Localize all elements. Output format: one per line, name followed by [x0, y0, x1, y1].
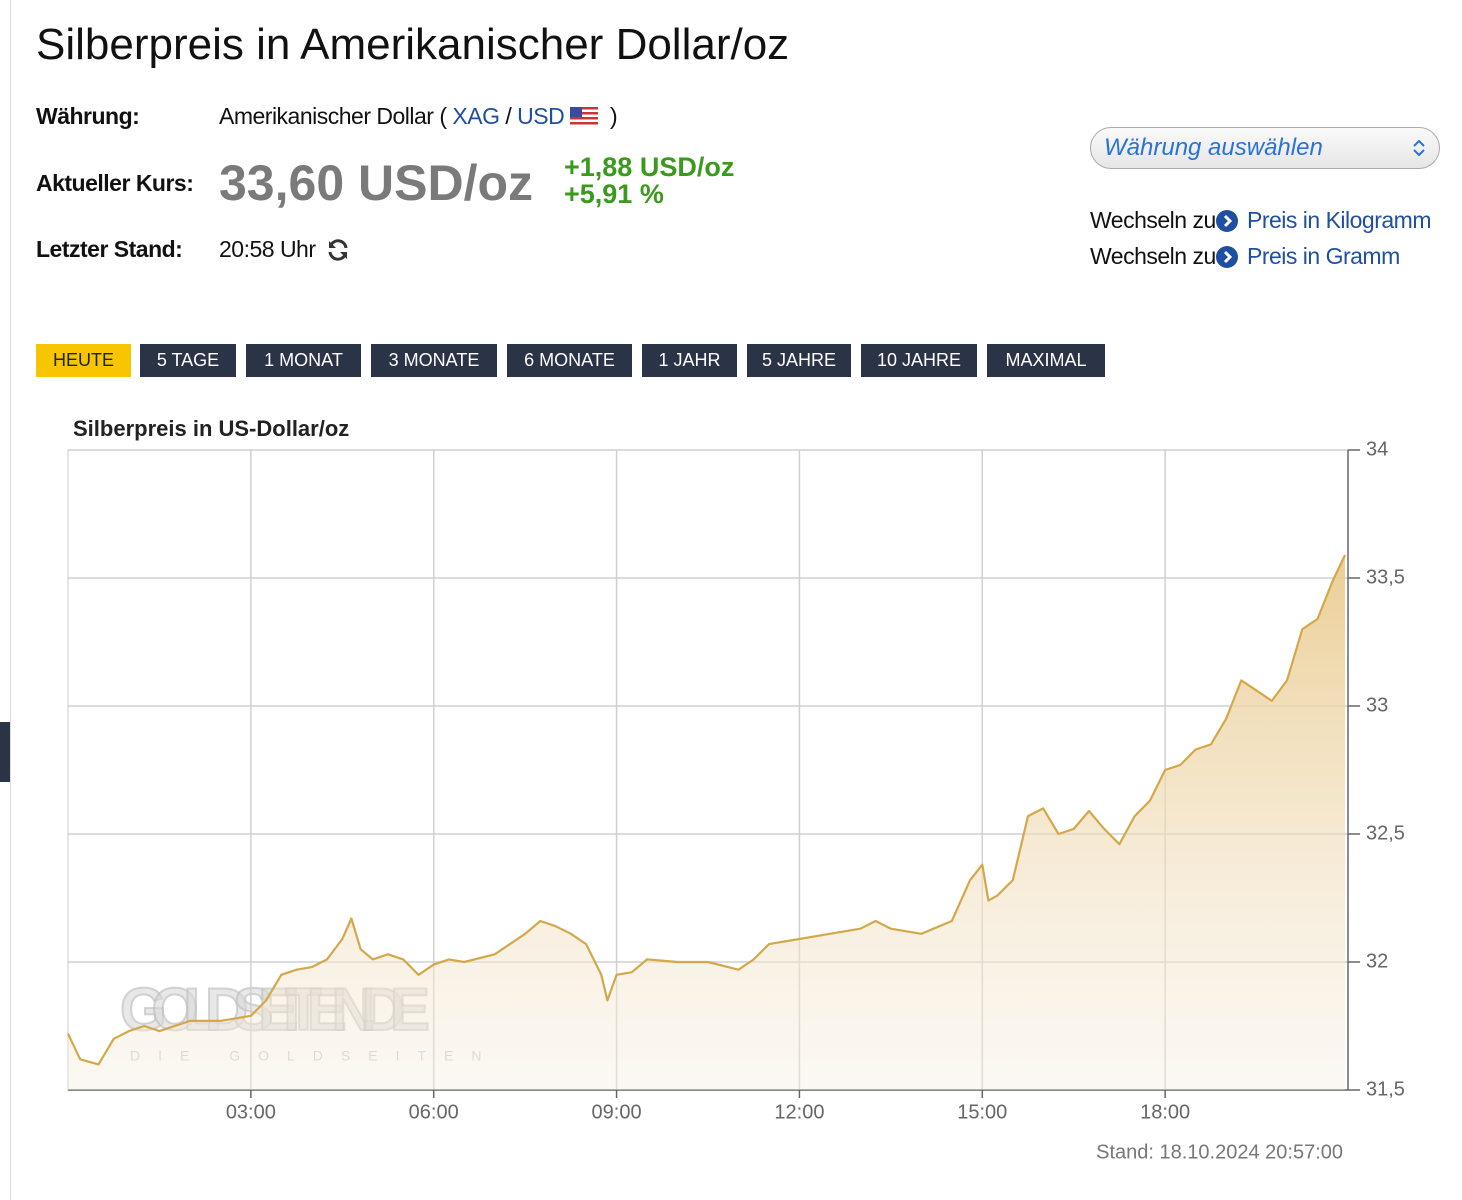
area [68, 555, 1345, 1090]
x-tick-label: 12:00 [774, 1101, 824, 1123]
currency-name: Amerikanischer Dollar ( [219, 103, 447, 129]
change-abs: +1,88 USD/oz [564, 152, 735, 182]
y-tick-label: 33,5 [1366, 566, 1405, 588]
price-line [67, 554, 1346, 1066]
range-button[interactable]: MAXIMAL [987, 344, 1105, 377]
y-tick-label: 32,5 [1366, 822, 1405, 844]
change-pct: +5,91 % [564, 179, 664, 209]
range-button[interactable]: 1 MONAT [246, 344, 361, 377]
price-label: Aktueller Kurs: [36, 170, 194, 196]
currency-sep: / [505, 103, 512, 129]
chevron [1223, 250, 1233, 264]
page-title: Silberpreis in Amerikanischer Dollar/oz [36, 20, 790, 69]
range-button[interactable]: 6 MONATE [507, 344, 632, 377]
y-tick-label: 34 [1366, 438, 1388, 460]
chart-footer: Stand: 18.10.2024 20:57:00 [1096, 1141, 1343, 1163]
currency-label: Währung: [36, 103, 140, 129]
range-button[interactable]: 1 JAHR [642, 344, 737, 377]
sidebar-edge [0, 0, 11, 1200]
x-tick-label: 15:00 [957, 1101, 1007, 1123]
range-button[interactable]: HEUTE [36, 344, 131, 377]
link-prefix: Wechseln zu [1090, 207, 1216, 233]
x-tick-label: 06:00 [409, 1101, 459, 1123]
link-icon [1216, 210, 1238, 232]
x-tick-label: 09:00 [592, 1101, 642, 1123]
x-tick-label: 18:00 [1140, 1101, 1190, 1123]
updated-label: Letzter Stand: [36, 236, 183, 262]
currency-quote[interactable]: USD [517, 103, 565, 129]
currency-close: ) [610, 103, 618, 129]
select-chevron [1413, 139, 1425, 157]
link[interactable]: Preis in Kilogramm [1247, 207, 1432, 233]
currency-line: Amerikanischer Dollar ( XAG / USD ) [219, 103, 618, 130]
y-tick-label: 31,5 [1366, 1078, 1405, 1100]
us-flag [570, 107, 599, 125]
refresh-icon[interactable] [326, 238, 350, 262]
range-button[interactable]: 3 MONATE [371, 344, 497, 377]
range-button[interactable]: 10 JAHRE [861, 344, 977, 377]
chart-title: Silberpreis in US-Dollar/oz [73, 416, 349, 441]
price: 33,60 USD/oz [219, 155, 534, 211]
y-tick-label: 33 [1366, 694, 1388, 716]
select-text: Währung auswählen [1104, 134, 1323, 161]
currency-base[interactable]: XAG [452, 103, 500, 129]
link-icon [1216, 246, 1238, 268]
link-prefix: Wechseln zu [1090, 243, 1216, 269]
y-tick-label: 32 [1366, 950, 1388, 972]
x-tick-label: 03:00 [226, 1101, 276, 1123]
change: +1,88 USD/oz +5,91 % [564, 154, 734, 208]
sidebar-tab[interactable] [0, 722, 10, 782]
range-button[interactable]: 5 TAGE [140, 344, 236, 377]
chevron [1223, 214, 1233, 228]
range-button[interactable]: 5 JAHRE [747, 344, 851, 377]
updated: 20:58 Uhr [219, 236, 316, 262]
currency-select[interactable]: Währung auswählen [1090, 127, 1440, 169]
link[interactable]: Preis in Gramm [1247, 243, 1400, 269]
